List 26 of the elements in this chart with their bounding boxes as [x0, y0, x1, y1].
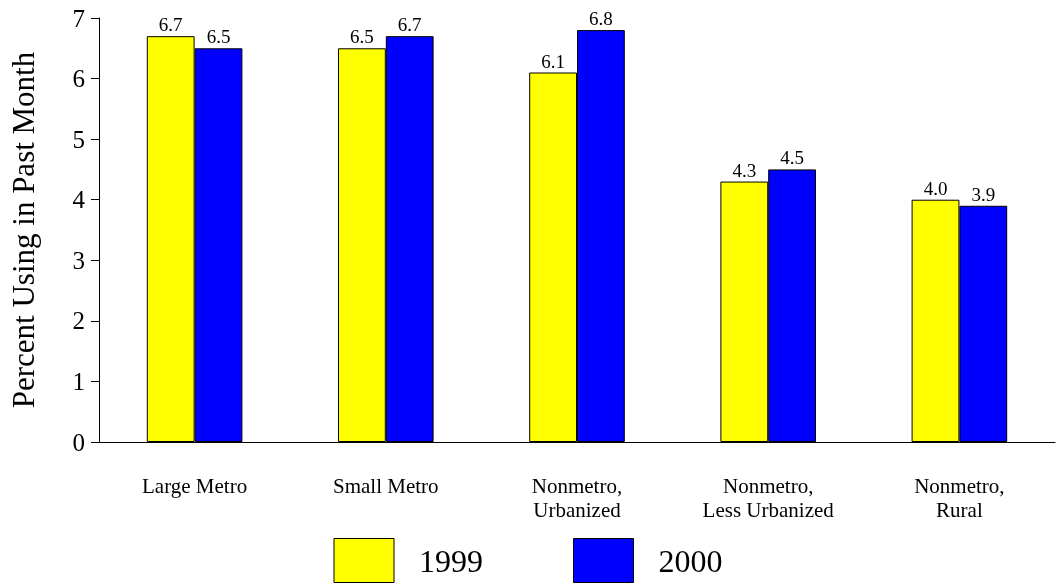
x-tick-label: Nonmetro, Less Urbanized — [702, 474, 835, 522]
y-tick-label: 7 — [72, 4, 85, 32]
y-tick-label: 2 — [72, 307, 85, 335]
legend-label: 1999 — [419, 542, 483, 579]
y-axis-title: Percent Using in Past Month — [6, 51, 41, 409]
y-tick-label: 6 — [72, 65, 85, 93]
data-label: 6.5 — [350, 26, 374, 48]
data-label: 4.5 — [780, 147, 804, 169]
legend-label: 2000 — [658, 542, 723, 579]
x-tick-label: Nonmetro, Urbanized — [531, 474, 623, 522]
data-label: 6.7 — [158, 14, 183, 36]
y-tick-label: 1 — [72, 367, 85, 395]
data-label: 6.1 — [541, 50, 565, 72]
y-tick-label: 0 — [72, 428, 85, 456]
x-tick-label: Nonmetro, Rural — [914, 474, 1005, 522]
y-tick-label: 3 — [72, 246, 85, 274]
data-label: 4.3 — [732, 159, 757, 181]
data-label: 3.9 — [971, 183, 996, 205]
x-tick-label: Large Metro — [142, 474, 248, 498]
data-label: 4.0 — [923, 177, 948, 199]
data-label: 6.8 — [589, 8, 613, 30]
data-label: 6.5 — [206, 26, 231, 48]
data-label: 6.7 — [397, 14, 422, 36]
x-tick-label: Small Metro — [333, 474, 439, 498]
y-tick-label: 5 — [72, 125, 85, 153]
y-tick-label: 4 — [72, 186, 86, 214]
